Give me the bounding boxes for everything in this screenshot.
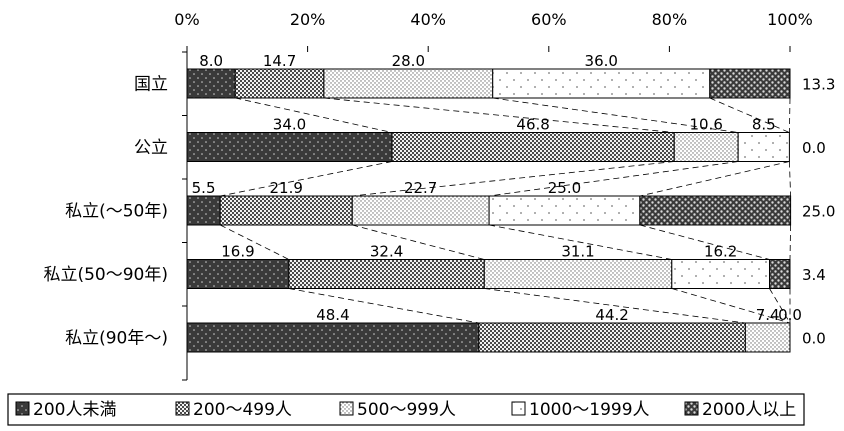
- series-connector-line: [220, 161, 393, 197]
- bar-segment: [709, 68, 791, 99]
- series-connector-line: [788, 97, 791, 133]
- data-label: 36.0: [585, 52, 618, 70]
- x-tick-label: 40%: [410, 10, 446, 29]
- x-tick-label: 80%: [652, 10, 688, 29]
- bar-segment: [483, 259, 673, 289]
- legend-label: 200人未満: [33, 400, 116, 420]
- bar-segment: [288, 259, 485, 289]
- data-label: 22.7: [404, 179, 437, 197]
- series-connector-line: [639, 161, 790, 197]
- bar-segment: [639, 195, 792, 226]
- category-label: 私立(90年～): [65, 329, 168, 349]
- legend: 200人未満 200～499人 500～999人 1000～1999人 2000人以上: [7, 393, 805, 426]
- data-label: 7.4: [756, 306, 780, 324]
- category-label: 国立: [134, 75, 168, 95]
- series-connector-line: [489, 161, 739, 197]
- bar-segment: [234, 68, 325, 99]
- value-labels-group: 8.0 14.7 28.0 36.0 13.3 34.0 46.8 10.6 8.5 0.0 5.5…: [192, 52, 836, 348]
- series-connector-line: [323, 97, 675, 133]
- data-label: 28.0: [392, 52, 425, 70]
- legend-swatch: [339, 401, 354, 416]
- data-label: 8.5: [752, 116, 776, 134]
- data-label: 46.8: [516, 116, 549, 134]
- data-label: 34.0: [273, 116, 306, 134]
- data-label: 25.0: [802, 203, 835, 221]
- data-label: 13.3: [802, 76, 835, 94]
- data-label: 25.0: [548, 179, 581, 197]
- bar-segment: [186, 259, 290, 289]
- series-connector-line: [219, 224, 290, 260]
- data-label: 32.4: [370, 243, 403, 261]
- legend-label: 2000人以上: [702, 400, 796, 420]
- legend-label: 200～499人: [193, 400, 292, 420]
- data-label: 0.0: [778, 306, 802, 324]
- series-connector-line: [352, 161, 675, 197]
- bar-segment: [351, 195, 490, 226]
- bar-segment: [219, 195, 353, 226]
- series-connector-line: [484, 288, 746, 324]
- bar-segment: [673, 132, 739, 162]
- legend-swatch: [684, 401, 699, 416]
- legend-swatch: [511, 401, 526, 416]
- bar-segment: [478, 322, 746, 353]
- x-tick-label: 20%: [290, 10, 326, 29]
- data-label: 16.9: [221, 243, 254, 261]
- data-label: 14.7: [263, 52, 296, 70]
- bar-segment: [323, 68, 494, 99]
- legend-label: 500～999人: [357, 400, 456, 420]
- data-label: 8.0: [199, 52, 223, 70]
- data-label: 21.9: [269, 179, 302, 197]
- bar-segment: [768, 259, 791, 289]
- bar-segment: [391, 132, 675, 162]
- category-label: 私立(50～90年): [43, 265, 168, 285]
- data-label: 16.2: [704, 243, 737, 261]
- bar-segment: [744, 322, 791, 353]
- legend-frame: [7, 393, 805, 426]
- data-label: 10.6: [689, 116, 722, 134]
- bar-segment: [186, 132, 393, 162]
- data-label: 48.4: [316, 306, 349, 324]
- series-connector-line: [639, 224, 770, 260]
- data-label: 0.0: [802, 139, 826, 157]
- series-connector-line: [671, 288, 791, 324]
- bar-segment: [186, 68, 236, 99]
- data-label: 44.2: [595, 306, 628, 324]
- series-connector-line: [789, 224, 792, 260]
- data-label: 0.0: [802, 330, 826, 348]
- data-label: 3.4: [802, 266, 826, 284]
- legend-swatch: [175, 401, 190, 416]
- legend-swatch: [15, 401, 30, 416]
- bar-segment: [737, 132, 790, 162]
- series-connector-line: [288, 288, 479, 324]
- data-label: 31.1: [561, 243, 594, 261]
- x-tick-label: 100%: [767, 10, 813, 29]
- series-connector-line: [489, 224, 672, 260]
- x-tick-label: 60%: [531, 10, 567, 29]
- bar-segment: [492, 68, 711, 99]
- bar-segment: [488, 195, 641, 226]
- series-connector-line: [769, 288, 791, 324]
- series-connector-line: [709, 97, 790, 133]
- category-label: 私立(～50年): [65, 202, 168, 222]
- data-label: 5.5: [192, 179, 216, 197]
- legend-label: 1000～1999人: [529, 400, 650, 420]
- category-label: 公立: [134, 138, 168, 158]
- series-connector-line: [492, 97, 739, 133]
- series-connector-line: [788, 161, 792, 197]
- bar-segment: [186, 322, 480, 353]
- series-connector-line: [352, 224, 485, 260]
- series-connector-line: [235, 97, 393, 133]
- bar-segment: [186, 195, 221, 226]
- series-connector-lines: [219, 97, 792, 324]
- x-tick-label: 0%: [174, 10, 199, 29]
- bars-group: [186, 68, 792, 353]
- bar-segment: [671, 259, 770, 289]
